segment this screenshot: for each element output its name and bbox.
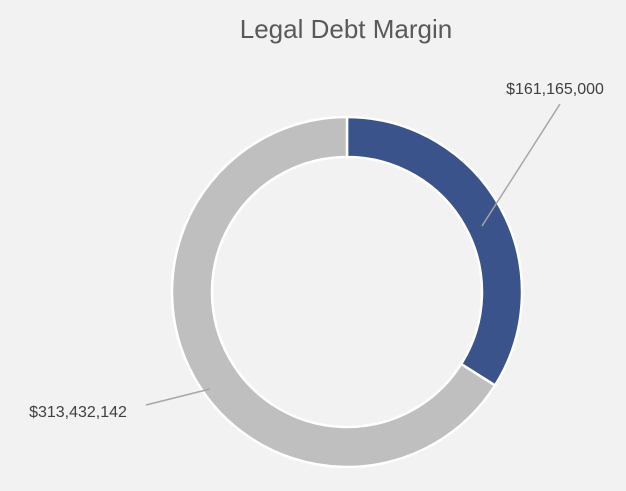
- leader-line: [481, 103, 561, 227]
- chart-title: Legal Debt Margin: [240, 14, 452, 44]
- data-label: $161,165,000: [506, 81, 604, 98]
- data-label: $313,432,142: [29, 404, 127, 421]
- donut-segment: [170, 115, 497, 469]
- leader-line: [145, 388, 211, 406]
